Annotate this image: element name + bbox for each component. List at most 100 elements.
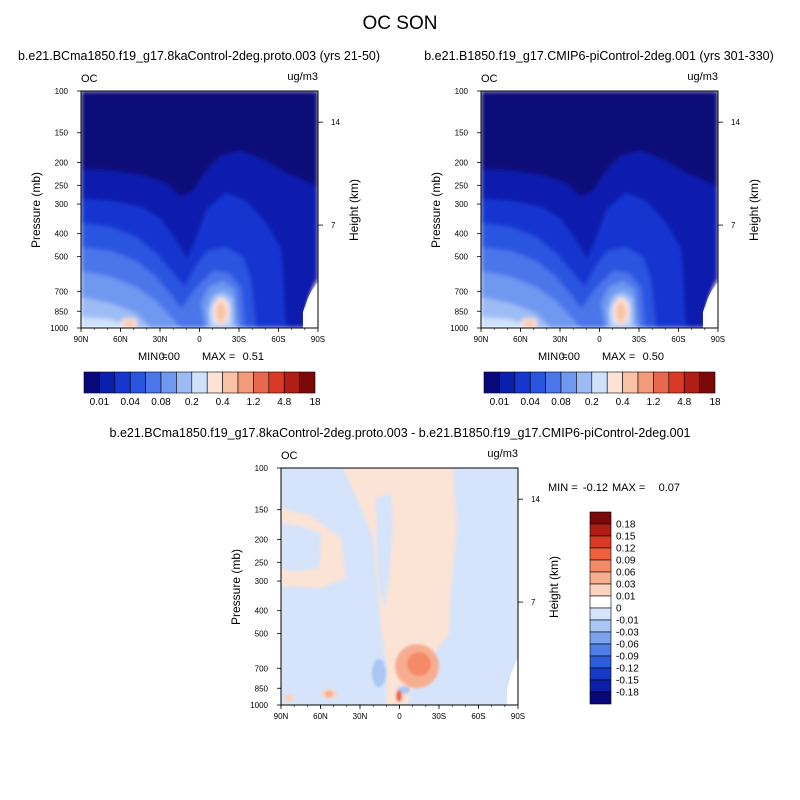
y-right-tick-label: 7 (331, 221, 336, 230)
min-max-readout: MIN = 0.00 MAX = 0.51 (138, 351, 264, 363)
colorbar-swatch (589, 655, 612, 669)
colorbar-swatch (591, 371, 608, 394)
y-axis-right-label: Height (km) (547, 556, 561, 618)
y-tick-label: 1000 (50, 324, 68, 333)
colorbar-swatch (545, 371, 562, 394)
colorbar-label: 0.04 (520, 397, 540, 408)
max-label: MAX = (202, 351, 235, 363)
y-tick-label: 500 (55, 253, 69, 262)
x-tick-label: 60S (271, 335, 285, 344)
x-axis: 90N 60N 30N 0 30S 60S 90S (474, 328, 725, 344)
y-tick-label: 500 (455, 253, 469, 262)
colorbar-swatch (606, 371, 623, 394)
colorbar-swatch (589, 511, 612, 525)
x-tick-label: 60N (113, 335, 128, 344)
colorbar-swatch (668, 371, 685, 394)
colorbar-swatch (683, 371, 700, 394)
colorbar-swatch (560, 371, 577, 394)
x-tick-label: 30S (232, 335, 246, 344)
y-tick-label: 1000 (450, 324, 468, 333)
colorbar-label: 0.01 (490, 397, 510, 408)
colorbar-label: 0.12 (616, 544, 636, 555)
colorbar-label: 4.8 (277, 397, 291, 408)
y-tick-label: 200 (255, 535, 269, 544)
x-tick-label: 0 (397, 712, 402, 721)
colorbar-label: -0.06 (616, 640, 639, 651)
y-tick-label: 250 (255, 558, 269, 567)
y-tick-label: 250 (55, 181, 69, 190)
colorbar-swatch (222, 371, 239, 394)
panel-title: b.e21.BCma1850.f19_g17.8kaControl-2deg.p… (18, 49, 380, 63)
contour-field (281, 468, 518, 705)
min-max-readout: MIN = 0.00 MAX = 0.50 (538, 351, 664, 363)
x-tick-label: 60N (513, 335, 528, 344)
y-tick-label: 850 (255, 684, 269, 693)
x-tick-label: 90S (511, 712, 525, 721)
y-tick-label: 100 (455, 87, 469, 96)
contour-field (81, 91, 318, 328)
y-axis-left: 100 150 200 250 300 400 500 700 850 1000 (50, 87, 81, 333)
min-label: MIN = (538, 351, 568, 363)
colorbar-label: 18 (309, 397, 321, 408)
panel-title: b.e21.BCma1850.f19_g17.8kaControl-2deg.p… (110, 426, 691, 440)
y-tick-label: 850 (55, 307, 69, 316)
colorbar-label: -0.15 (616, 676, 639, 687)
y-right-tick-label: 14 (331, 118, 340, 127)
colorbar-label: 0.01 (90, 397, 110, 408)
colorbar-label: 0.08 (151, 397, 171, 408)
colorbar-label: 0.18 (616, 520, 636, 531)
y-axis-left: 100 150 200 250 300 400 500 700 850 1000 (450, 87, 481, 333)
y-axis-label: Pressure (mb) (429, 172, 443, 248)
y-tick-label: 400 (455, 230, 469, 239)
y-tick-label: 200 (455, 158, 469, 167)
x-tick-label: 30N (153, 335, 168, 344)
colorbar-swatch (589, 619, 612, 633)
max-value: 0.50 (643, 351, 664, 363)
colorbar-swatch (483, 371, 500, 394)
y-axis-right: 14 7 (518, 495, 540, 607)
min-label: MIN = (138, 351, 168, 363)
colorbar-label: 18 (709, 397, 721, 408)
units-label: ug/m3 (487, 448, 518, 460)
y-tick-label: 400 (55, 230, 69, 239)
y-tick-label: 300 (255, 577, 269, 586)
y-tick-label: 150 (255, 506, 269, 515)
variable-label: OC (81, 73, 98, 85)
units-label: ug/m3 (687, 71, 718, 83)
colorbar: 0.180.150.120.090.060.030.010-0.01-0.03-… (589, 511, 639, 705)
x-tick-label: 90S (711, 335, 725, 344)
colorbar-label: 0.04 (120, 397, 140, 408)
y-tick-label: 150 (455, 129, 469, 138)
y-tick-label: 700 (255, 664, 269, 673)
y-axis-right-label: Height (km) (347, 179, 361, 241)
variable-label: OC (281, 450, 298, 462)
max-value: 0.51 (243, 351, 264, 363)
y-axis-label: Pressure (mb) (29, 172, 43, 248)
colorbar-label: 0 (616, 604, 622, 615)
colorbar-swatch (589, 559, 612, 573)
colorbar-swatch (653, 371, 670, 394)
x-tick-label: 90N (274, 712, 289, 721)
colorbar-swatch (589, 571, 612, 585)
min-value: 0.00 (159, 351, 180, 363)
y-right-tick-label: 14 (731, 118, 740, 127)
x-tick-label: 30S (632, 335, 646, 344)
colorbar-swatch (145, 371, 162, 394)
x-tick-label: 60S (671, 335, 685, 344)
y-tick-label: 100 (55, 87, 69, 96)
colorbar-swatch (589, 595, 612, 609)
colorbar: 0.01 0.04 0.08 0.2 0.4 1.2 4.8 18 (483, 371, 721, 408)
y-tick-label: 500 (255, 630, 269, 639)
units-label: ug/m3 (287, 71, 318, 83)
x-axis: 90N 60N 30N 0 30S 60S 90S (274, 705, 525, 721)
colorbar-swatch (576, 371, 593, 394)
y-tick-label: 850 (455, 307, 469, 316)
colorbar-swatch (83, 371, 100, 394)
contour-field (481, 91, 718, 328)
min-max-readout: MIN = -0.12 MAX = 0.07 (548, 482, 680, 494)
colorbar-label: 0.2 (585, 397, 599, 408)
colorbar-swatch (637, 371, 654, 394)
colorbar-swatch (299, 371, 316, 394)
min-value: -0.12 (583, 482, 608, 494)
